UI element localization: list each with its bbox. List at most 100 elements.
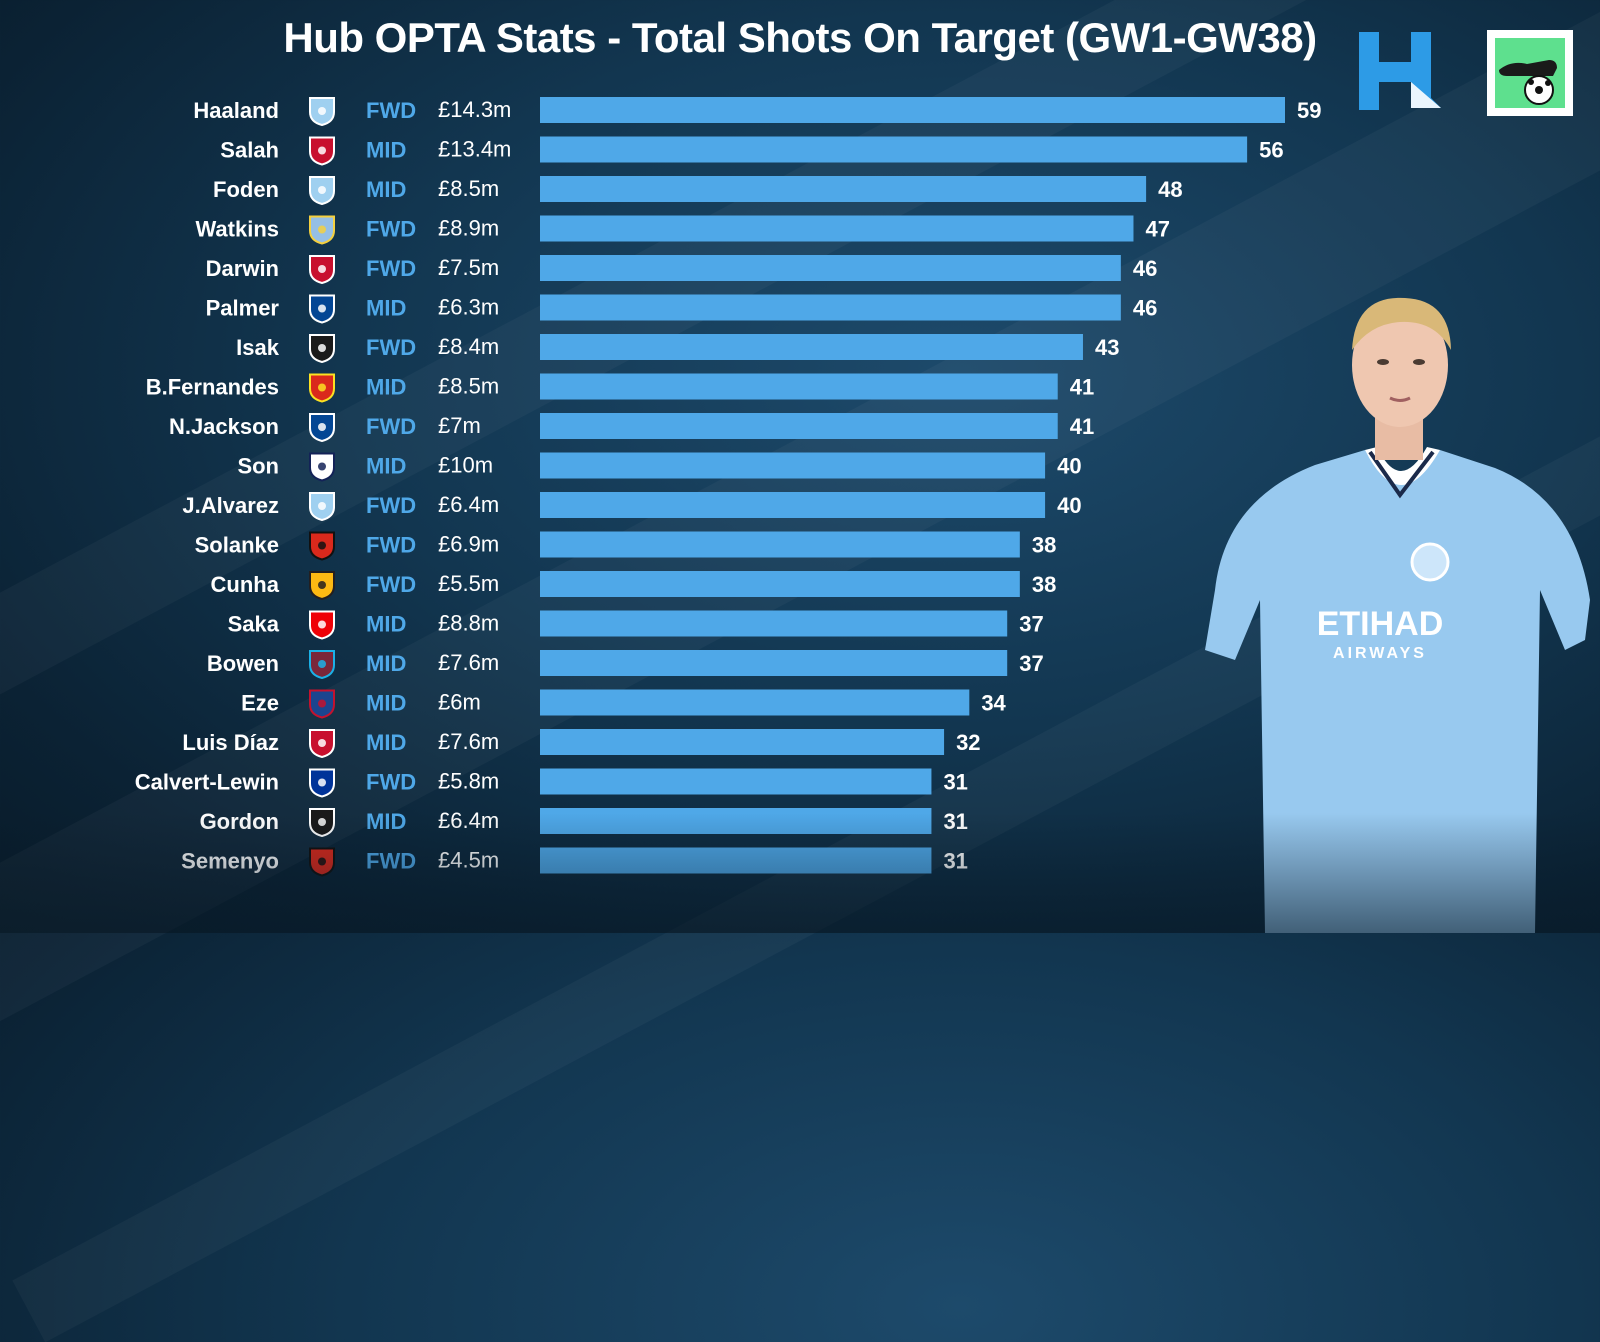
crystal-palace-crest-icon xyxy=(309,689,335,719)
arsenal-crest-icon xyxy=(309,610,335,640)
player-price: £8.4m xyxy=(438,334,499,359)
bar xyxy=(540,373,1058,400)
player-price: £6.4m xyxy=(438,492,499,517)
chart-row: B.Fernandes MID £8.5m 41 xyxy=(146,373,1094,403)
chart-row: Bowen MID £7.6m 37 xyxy=(207,650,1044,680)
player-name: Palmer xyxy=(206,296,280,321)
aston-villa-crest-icon xyxy=(309,215,335,245)
chart-row: J.Alvarez FWD £6.4m 40 xyxy=(182,492,1082,522)
player-name: Solanke xyxy=(195,533,279,558)
player-position: MID xyxy=(366,296,406,321)
player-photo-haaland-icon: ETIHAD AIRWAYS xyxy=(1205,297,1590,933)
player-price: £6.3m xyxy=(438,295,499,320)
player-price: £8.8m xyxy=(438,611,499,636)
chart-row: Saka MID £8.8m 37 xyxy=(228,610,1044,640)
west-ham-crest-icon xyxy=(309,650,335,680)
player-name: Eze xyxy=(241,691,279,716)
tottenham-crest-icon xyxy=(309,452,335,482)
player-position: MID xyxy=(366,138,406,163)
chart-row: Semenyo FWD £4.5m 31 xyxy=(181,847,968,877)
bournemouth-crest-icon xyxy=(309,847,335,877)
shots-on-target-chart: Haaland FWD £14.3m 59 Salah MID £13.4m 56 Foden M… xyxy=(135,97,1321,877)
liverpool-crest-icon xyxy=(309,255,335,285)
bar-value-label: 31 xyxy=(943,770,967,795)
liverpool-crest-icon xyxy=(309,729,335,759)
bar xyxy=(540,689,970,716)
bar-value-label: 32 xyxy=(956,730,980,755)
chart-row: Foden MID £8.5m 48 xyxy=(213,176,1183,206)
player-name: Luis Díaz xyxy=(182,730,279,755)
bar-value-label: 38 xyxy=(1032,533,1056,558)
bar-value-label: 34 xyxy=(981,691,1006,716)
player-name: Isak xyxy=(236,335,280,360)
everton-crest-icon xyxy=(309,768,335,798)
chart-row: Haaland FWD £14.3m 59 xyxy=(193,97,1321,127)
player-position: MID xyxy=(366,730,406,755)
player-name: Haaland xyxy=(193,98,279,123)
player-position: FWD xyxy=(366,335,416,360)
chart-row: Solanke FWD £6.9m 38 xyxy=(195,531,1056,561)
bar-value-label: 46 xyxy=(1133,256,1157,281)
bar-value-label: 46 xyxy=(1133,296,1157,321)
player-position: FWD xyxy=(366,572,416,597)
player-name: B.Fernandes xyxy=(146,375,279,400)
player-name: Watkins xyxy=(195,217,279,242)
player-price: £7.5m xyxy=(438,255,499,280)
wolves-crest-icon xyxy=(309,571,335,601)
chart-row: N.Jackson FWD £7m 41 xyxy=(169,413,1094,443)
bar xyxy=(540,847,932,874)
player-position: FWD xyxy=(366,217,416,242)
bar-value-label: 48 xyxy=(1158,177,1182,202)
player-name: Semenyo xyxy=(181,849,279,874)
player-price: £7m xyxy=(438,413,481,438)
chart-row: Isak FWD £8.4m 43 xyxy=(236,334,1119,364)
bar xyxy=(540,97,1285,123)
chart-row: Eze MID £6m 34 xyxy=(241,689,1007,719)
player-name: Salah xyxy=(220,138,279,163)
bar-value-label: 40 xyxy=(1057,493,1081,518)
player-position: FWD xyxy=(366,414,416,439)
shirt-sponsor: ETIHAD xyxy=(1317,605,1444,643)
bar xyxy=(540,808,932,834)
bar xyxy=(540,413,1058,439)
player-price: £6.4m xyxy=(438,808,499,833)
bar xyxy=(540,768,932,795)
chart-row: Son MID £10m 40 xyxy=(237,452,1082,482)
player-name: Cunha xyxy=(211,572,280,597)
bar-value-label: 40 xyxy=(1057,454,1081,479)
bar xyxy=(540,492,1046,518)
player-name: Gordon xyxy=(200,809,279,834)
bar xyxy=(540,294,1121,321)
player-price: £8.5m xyxy=(438,176,499,201)
player-price: £13.4m xyxy=(438,137,511,162)
player-name: Foden xyxy=(213,177,279,202)
player-position: MID xyxy=(366,375,406,400)
player-name: Calvert-Lewin xyxy=(135,770,279,795)
bar xyxy=(540,571,1020,597)
chart-row: Darwin FWD £7.5m 46 xyxy=(206,255,1157,285)
player-position: FWD xyxy=(366,533,416,558)
player-price: £10m xyxy=(438,453,493,478)
hub-logo-icon[interactable] xyxy=(1355,28,1441,114)
liverpool-crest-icon xyxy=(309,136,335,166)
bar xyxy=(540,255,1121,281)
bar xyxy=(540,215,1134,242)
chart-row: Salah MID £13.4m 56 xyxy=(220,136,1284,166)
player-price: £8.5m xyxy=(438,374,499,399)
player-name: N.Jackson xyxy=(169,414,279,439)
bar xyxy=(540,531,1020,558)
player-name: Saka xyxy=(228,612,280,637)
player-position: FWD xyxy=(366,849,416,874)
bar xyxy=(540,176,1147,202)
newcastle-crest-icon xyxy=(309,808,335,838)
bar xyxy=(540,136,1248,163)
bar xyxy=(540,729,945,755)
player-name: Son xyxy=(237,454,279,479)
player-name: Darwin xyxy=(206,256,279,281)
player-name: J.Alvarez xyxy=(182,493,279,518)
chart-row: Palmer MID £6.3m 46 xyxy=(206,294,1157,324)
fpl-boot-logo-icon[interactable] xyxy=(1487,30,1573,116)
bar-value-label: 47 xyxy=(1145,217,1169,242)
chelsea-crest-icon xyxy=(309,294,335,324)
shirt-sponsor-sub: AIRWAYS xyxy=(1333,645,1427,662)
